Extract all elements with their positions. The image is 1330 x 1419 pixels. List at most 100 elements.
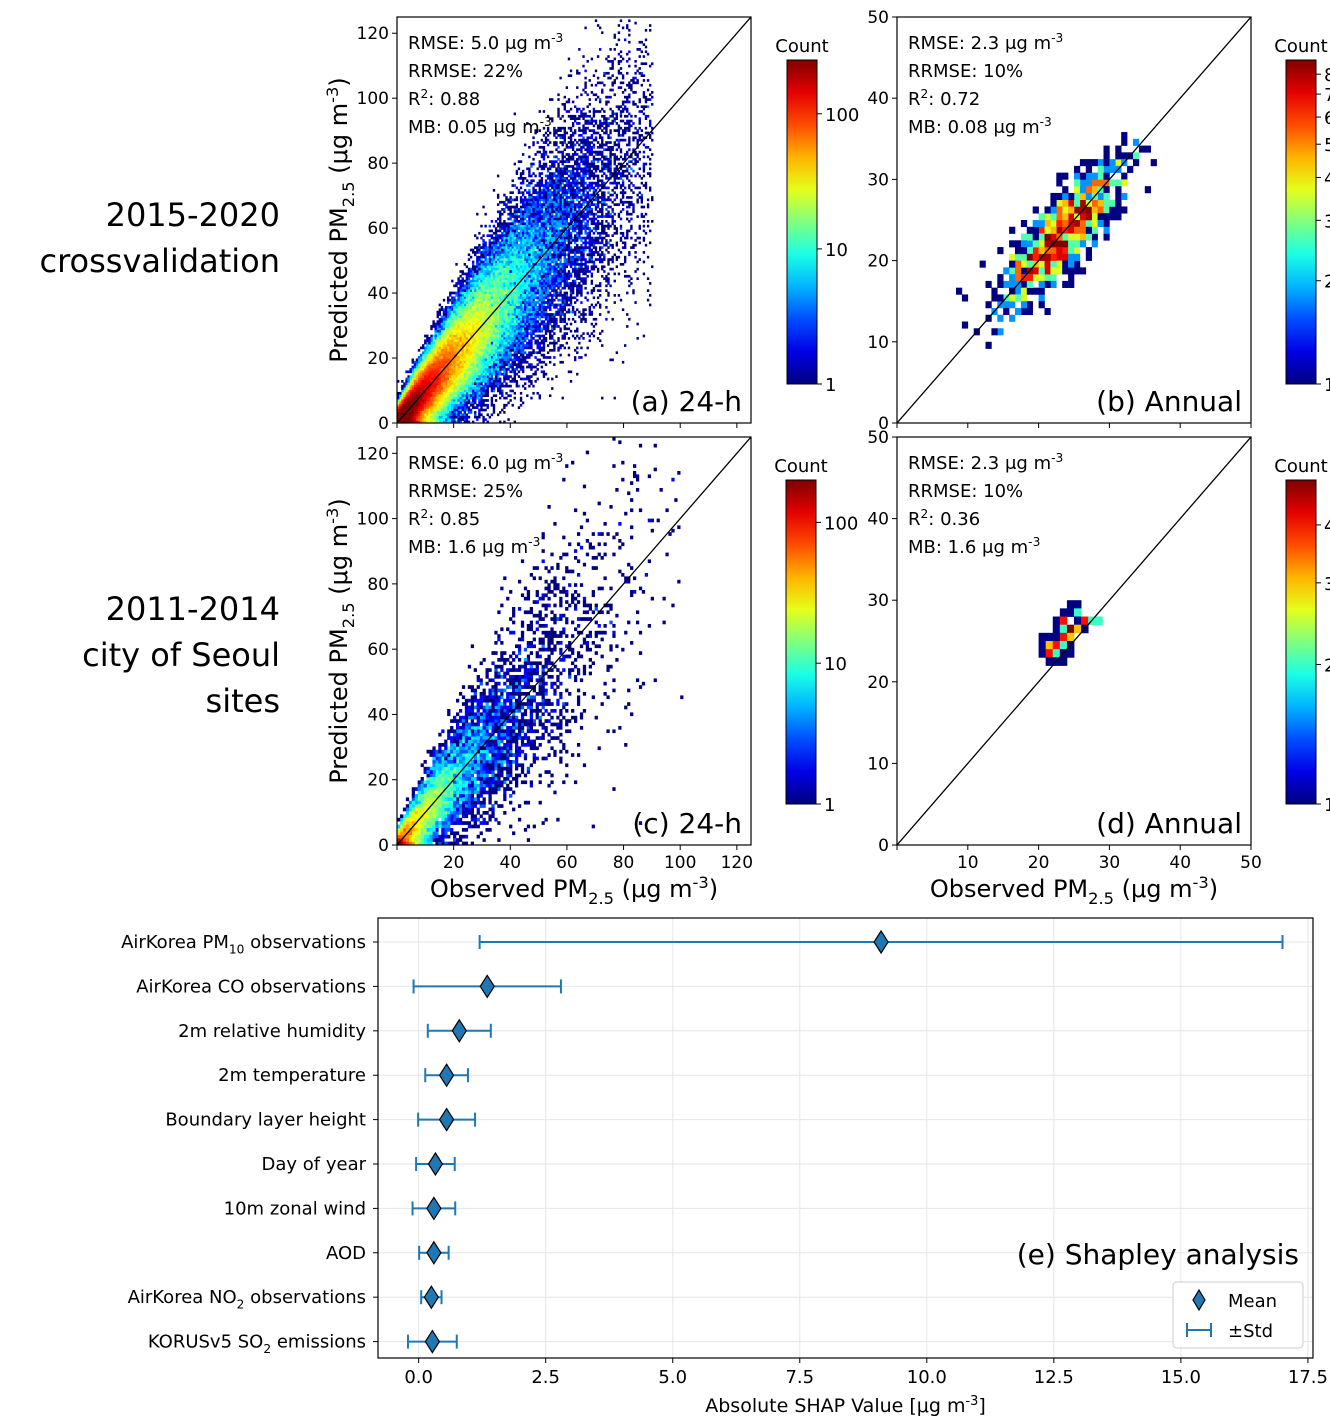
heatmap-cell	[482, 360, 485, 364]
heatmap-cell	[524, 291, 527, 295]
heatmap-cell	[642, 107, 646, 111]
heatmap-cell	[494, 353, 498, 357]
heatmap-cell	[474, 289, 477, 292]
heatmap-cell	[542, 308, 546, 312]
heatmap-cell	[496, 291, 500, 295]
heatmap-cell	[469, 344, 473, 347]
heatmap-cell	[509, 320, 512, 323]
heatmap-cell	[476, 334, 479, 338]
heatmap-cell	[517, 234, 521, 238]
heatmap-cell	[601, 329, 604, 333]
heatmap-cell	[442, 341, 446, 345]
heatmap-cell	[530, 310, 533, 314]
heatmap-cell	[534, 260, 537, 264]
heatmap-cell	[549, 181, 552, 185]
heatmap-cell	[536, 270, 539, 273]
heatmap-cell	[478, 260, 481, 264]
heatmap-cell	[563, 234, 566, 238]
heatmap-cell	[544, 224, 548, 228]
heatmap-cell	[528, 227, 531, 230]
heatmap-cell	[432, 399, 435, 402]
heatmap-cell	[519, 177, 523, 180]
heatmap-cell	[455, 339, 458, 343]
heatmap-cell	[438, 396, 442, 400]
heatmap-cell	[482, 239, 485, 242]
heatmap-cell	[424, 403, 427, 407]
heatmap-cell	[557, 298, 560, 302]
heatmap-cell	[474, 301, 477, 304]
heatmap-cell	[461, 327, 464, 331]
heatmap-cell	[469, 308, 473, 312]
heatmap-cell	[540, 284, 544, 288]
heatmap-cell	[476, 380, 479, 383]
heatmap-cell	[459, 365, 462, 369]
heatmap-cell	[465, 320, 469, 323]
heatmap-cell	[638, 48, 641, 51]
heatmap-cell	[480, 399, 483, 402]
heatmap-cell	[446, 325, 450, 328]
heatmap-cell	[513, 356, 516, 359]
heatmap-cell	[530, 229, 533, 233]
heatmap-cell	[517, 177, 521, 180]
heatmap-cell	[457, 325, 460, 328]
heatmap-cell	[492, 363, 496, 366]
heatmap-cell	[474, 305, 477, 309]
heatmap-cell	[490, 368, 494, 371]
heatmap-cell	[532, 317, 535, 321]
heatmap-cell	[611, 317, 614, 321]
heatmap-cell	[436, 389, 439, 393]
heatmap-cell	[588, 167, 591, 171]
heatmap-cell	[486, 389, 489, 393]
heatmap-cell	[578, 208, 581, 211]
heatmap-cell	[496, 372, 500, 376]
heatmap-cell	[430, 396, 433, 400]
heatmap-cell	[605, 141, 608, 144]
heatmap-cell	[546, 210, 550, 214]
heatmap-cell	[482, 270, 485, 273]
heatmap-cell	[507, 344, 510, 347]
heatmap-cell	[407, 384, 410, 388]
heatmap-cell	[501, 305, 504, 309]
heatmap-cell	[488, 303, 492, 307]
heatmap-cell	[476, 337, 479, 340]
heatmap-cell	[417, 391, 421, 395]
heatmap-cell	[567, 286, 571, 290]
heatmap-cell	[484, 394, 487, 398]
heatmap-cell	[551, 260, 554, 264]
heatmap-cell	[440, 358, 444, 362]
heatmap-cell	[457, 282, 460, 285]
heatmap-cell	[513, 377, 516, 381]
heatmap-cell	[415, 380, 419, 383]
heatmap-cell	[480, 339, 483, 343]
heatmap-cell	[505, 351, 508, 355]
heatmap-cell	[419, 403, 423, 407]
heatmap-cell	[449, 320, 452, 323]
heatmap-cell	[530, 265, 533, 269]
heatmap-cell	[490, 308, 494, 312]
heatmap-cell	[553, 217, 556, 221]
heatmap-cell	[469, 286, 473, 290]
heatmap-cell	[494, 346, 498, 350]
heatmap-cell	[515, 289, 519, 292]
heatmap-cell	[459, 315, 462, 319]
heatmap-cell	[421, 375, 425, 378]
heatmap-cell	[580, 212, 583, 216]
heatmap-cell	[555, 169, 558, 173]
heatmap-cell	[544, 141, 548, 144]
heatmap-cell	[561, 267, 564, 271]
heatmap-cell	[519, 224, 523, 228]
heatmap-cell	[648, 157, 652, 161]
heatmap-cell	[474, 339, 477, 343]
heatmap-cell	[488, 375, 492, 378]
heatmap-cell	[463, 315, 467, 319]
heatmap-cell	[442, 399, 446, 402]
heatmap-cell	[438, 399, 442, 402]
heatmap-cell	[488, 360, 492, 364]
heatmap-cell	[530, 291, 533, 295]
heatmap-cell	[509, 270, 512, 273]
heatmap-cell	[463, 358, 467, 362]
heatmap-cell	[526, 377, 529, 381]
heatmap-cell	[486, 372, 489, 376]
heatmap-cell	[511, 305, 514, 309]
heatmap-cell	[476, 294, 479, 297]
